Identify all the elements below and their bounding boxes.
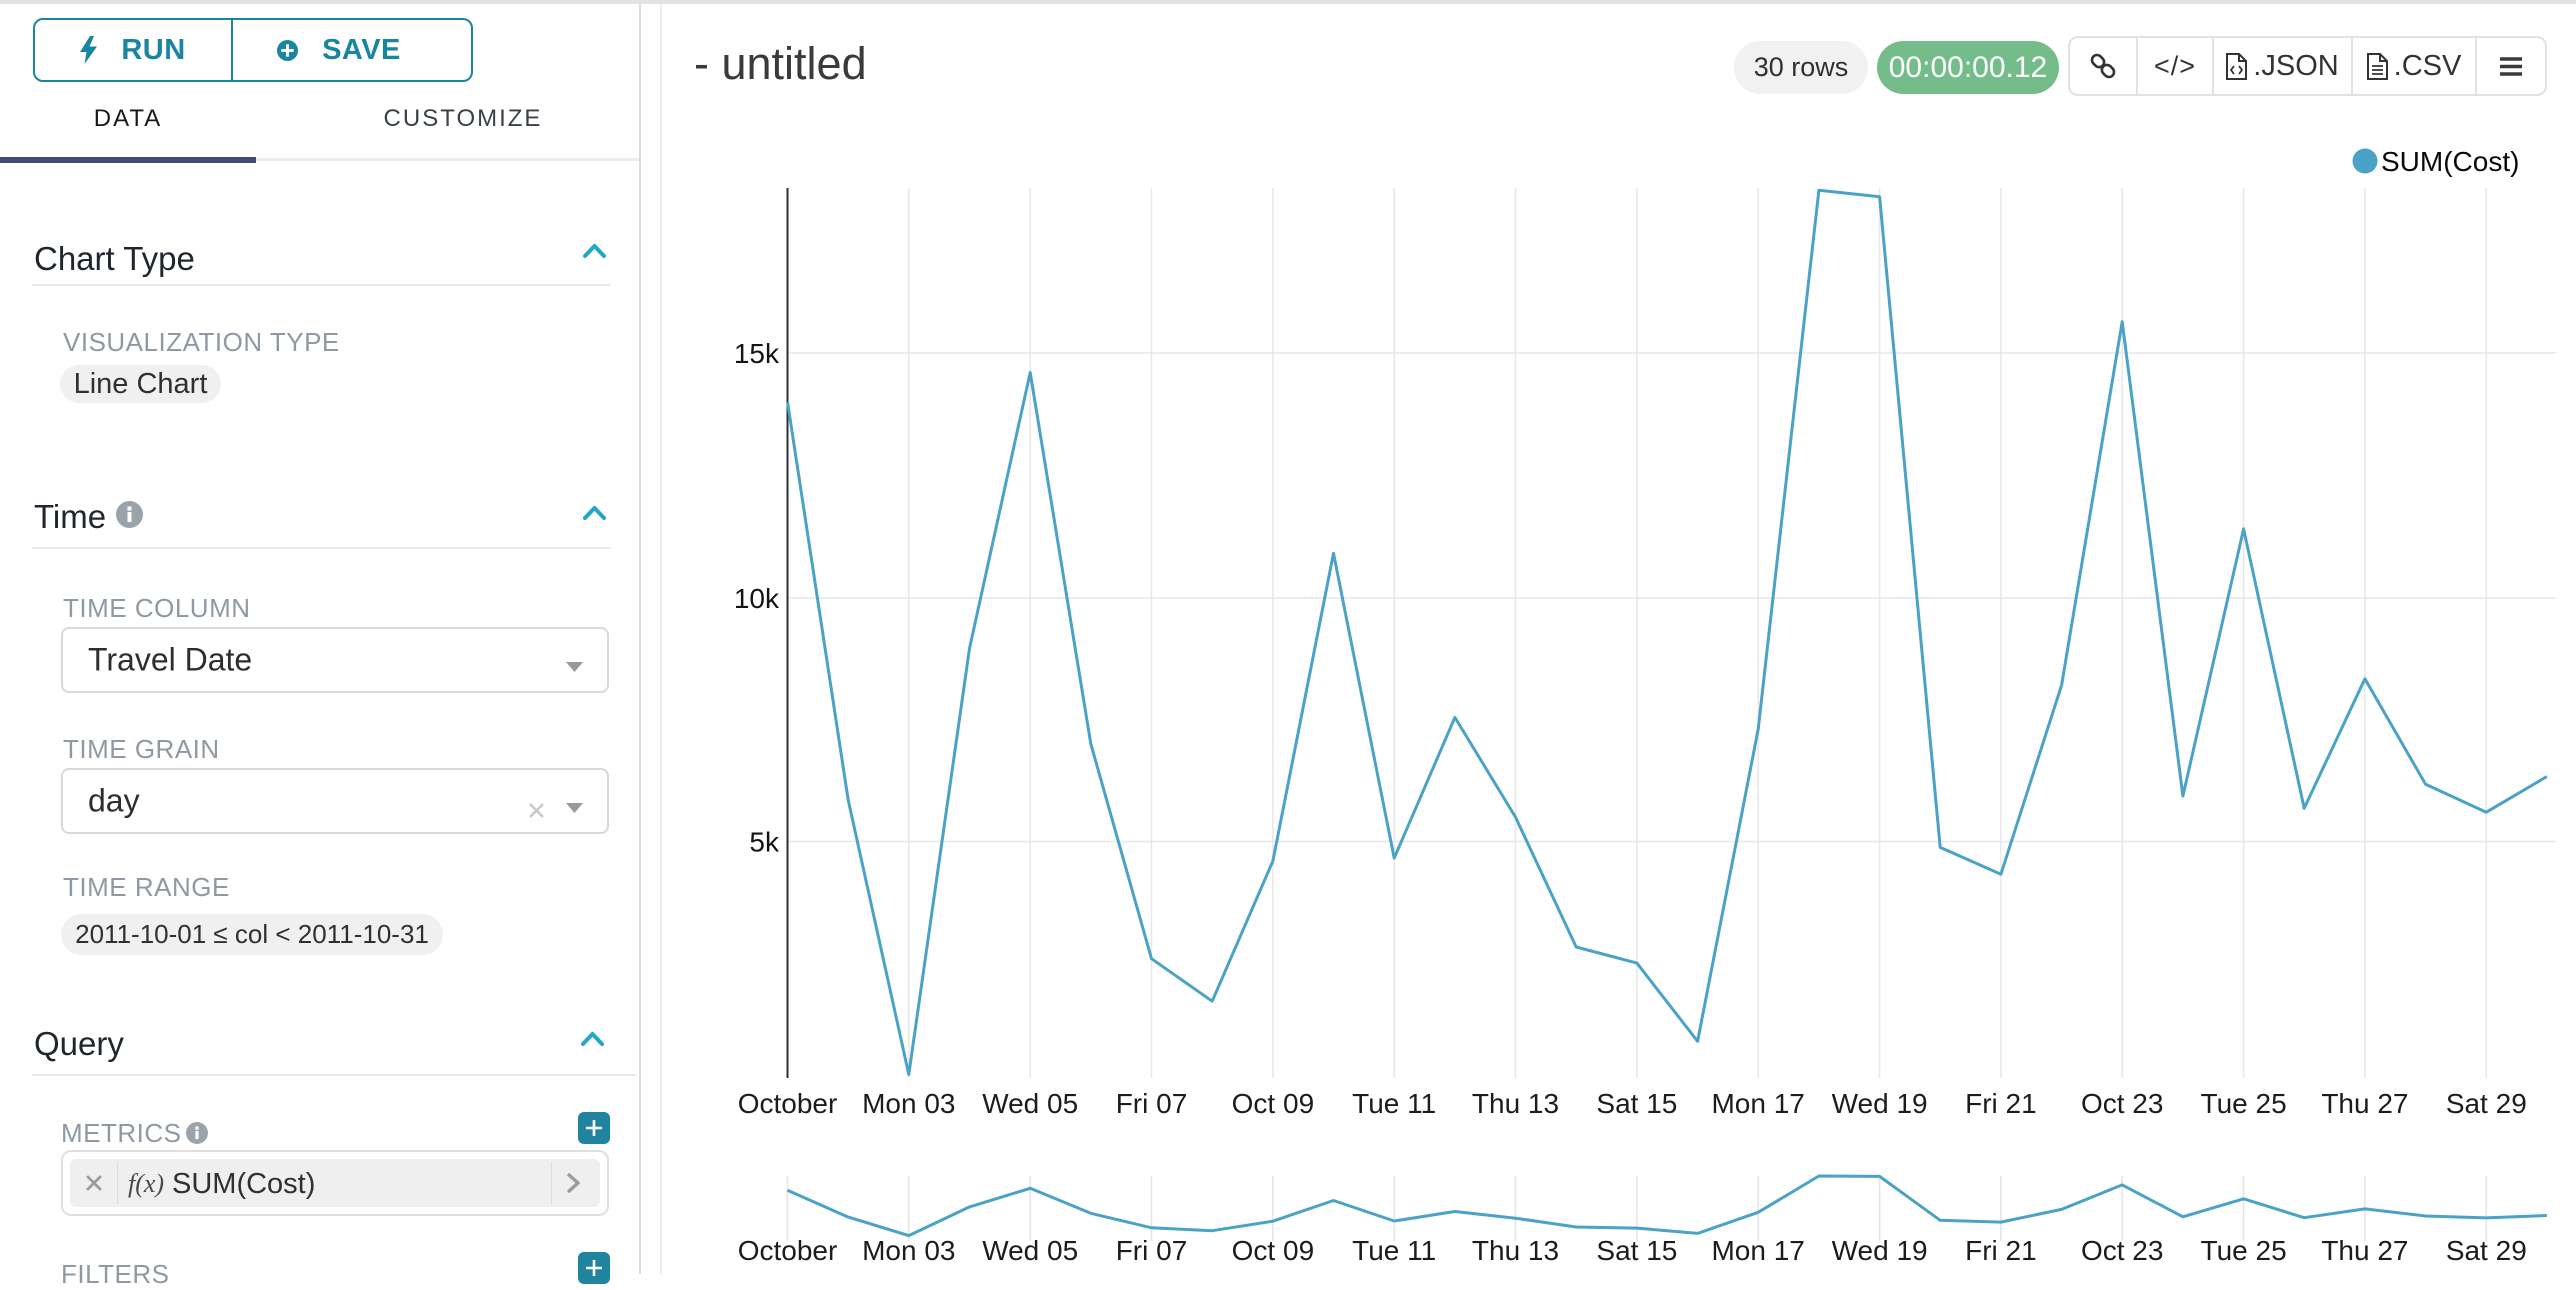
svg-text:Oct 23: Oct 23 bbox=[2081, 1235, 2163, 1266]
svg-text:Tue 25: Tue 25 bbox=[2201, 1088, 2287, 1119]
svg-text:Mon 17: Mon 17 bbox=[1711, 1235, 1804, 1266]
svg-text:Thu 13: Thu 13 bbox=[1472, 1088, 1559, 1119]
svg-text:Mon 17: Mon 17 bbox=[1711, 1088, 1804, 1119]
svg-text:Wed 05: Wed 05 bbox=[982, 1235, 1078, 1266]
svg-text:Fri 21: Fri 21 bbox=[1965, 1088, 2037, 1119]
svg-text:Thu 27: Thu 27 bbox=[2321, 1235, 2408, 1266]
svg-text:SUM(Cost): SUM(Cost) bbox=[2381, 146, 2519, 177]
svg-text:Sat 29: Sat 29 bbox=[2446, 1088, 2527, 1119]
svg-text:Fri 07: Fri 07 bbox=[1116, 1235, 1188, 1266]
svg-text:October: October bbox=[738, 1088, 838, 1119]
svg-text:Oct 09: Oct 09 bbox=[1232, 1088, 1314, 1119]
svg-text:Tue 11: Tue 11 bbox=[1352, 1235, 1436, 1266]
svg-text:Sat 15: Sat 15 bbox=[1596, 1088, 1677, 1119]
svg-text:Fri 07: Fri 07 bbox=[1116, 1088, 1188, 1119]
svg-text:5k: 5k bbox=[749, 827, 780, 858]
svg-text:Wed 19: Wed 19 bbox=[1832, 1235, 1928, 1266]
svg-text:Sat 29: Sat 29 bbox=[2446, 1235, 2527, 1266]
svg-text:Mon 03: Mon 03 bbox=[862, 1088, 955, 1119]
svg-text:10k: 10k bbox=[734, 583, 780, 614]
svg-text:October: October bbox=[738, 1235, 838, 1266]
svg-text:Wed 19: Wed 19 bbox=[1832, 1088, 1928, 1119]
svg-text:15k: 15k bbox=[734, 338, 780, 369]
svg-text:Mon 03: Mon 03 bbox=[862, 1235, 955, 1266]
svg-text:Wed 05: Wed 05 bbox=[982, 1088, 1078, 1119]
svg-text:Tue 11: Tue 11 bbox=[1352, 1088, 1436, 1119]
svg-text:Oct 09: Oct 09 bbox=[1232, 1235, 1314, 1266]
svg-text:Tue 25: Tue 25 bbox=[2201, 1235, 2287, 1266]
svg-text:Oct 23: Oct 23 bbox=[2081, 1088, 2163, 1119]
svg-text:Thu 27: Thu 27 bbox=[2321, 1088, 2408, 1119]
svg-text:Fri 21: Fri 21 bbox=[1965, 1235, 2037, 1266]
svg-text:Thu 13: Thu 13 bbox=[1472, 1235, 1559, 1266]
svg-text:Sat 15: Sat 15 bbox=[1596, 1235, 1677, 1266]
